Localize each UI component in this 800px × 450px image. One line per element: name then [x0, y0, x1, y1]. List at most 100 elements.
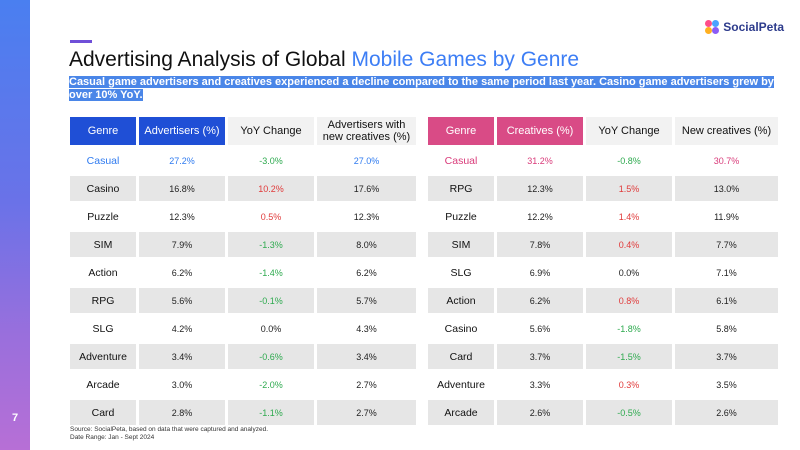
cell-genre: Casual: [70, 148, 136, 173]
cell-new-creatives: 4.3%: [317, 316, 416, 341]
table-header-row: Genre Advertisers (%) YoY Change Adverti…: [70, 117, 416, 145]
cell-share: 6.2%: [139, 260, 225, 285]
cell-yoy-change: -3.0%: [228, 148, 314, 173]
cell-new-creatives: 27.0%: [317, 148, 416, 173]
cell-share: 3.3%: [497, 372, 583, 397]
page-number: 7: [11, 412, 19, 424]
cell-new-creatives: 8.0%: [317, 232, 416, 257]
cell-genre: Arcade: [428, 400, 494, 425]
cell-yoy-change: 0.0%: [586, 260, 672, 285]
column-header-advertisers: Advertisers (%): [139, 117, 225, 145]
cell-share: 7.8%: [497, 232, 583, 257]
column-header-yoy: YoY Change: [228, 117, 314, 145]
cell-share: 16.8%: [139, 176, 225, 201]
cell-new-creatives: 2.7%: [317, 372, 416, 397]
cell-yoy-change: 0.4%: [586, 232, 672, 257]
cell-genre: Casino: [428, 316, 494, 341]
table-row: Arcade 3.0% -2.0% 2.7%: [70, 372, 416, 397]
cell-genre: Action: [428, 288, 494, 313]
cell-genre: SLG: [428, 260, 494, 285]
brand-logo: SocialPeta: [705, 20, 784, 34]
cell-new-creatives: 6.1%: [675, 288, 778, 313]
column-header-new-creatives: New creatives (%): [675, 117, 778, 145]
cell-new-creatives: 3.7%: [675, 344, 778, 369]
table-row: RPG 12.3% 1.5% 13.0%: [428, 176, 778, 201]
cell-share: 6.9%: [497, 260, 583, 285]
cell-yoy-change: -1.3%: [228, 232, 314, 257]
table-row: Action 6.2% 0.8% 6.1%: [428, 288, 778, 313]
cell-share: 2.6%: [497, 400, 583, 425]
cell-new-creatives: 5.8%: [675, 316, 778, 341]
cell-share: 5.6%: [139, 288, 225, 313]
cell-new-creatives: 17.6%: [317, 176, 416, 201]
advertisers-table: Genre Advertisers (%) YoY Change Adverti…: [67, 114, 419, 428]
page-title: Advertising Analysis of Global Mobile Ga…: [69, 48, 579, 72]
cell-yoy-change: 1.4%: [586, 204, 672, 229]
cell-yoy-change: 0.5%: [228, 204, 314, 229]
cell-new-creatives: 13.0%: [675, 176, 778, 201]
cell-genre: SIM: [428, 232, 494, 257]
table-row: Card 3.7% -1.5% 3.7%: [428, 344, 778, 369]
creatives-table: Genre Creatives (%) YoY Change New creat…: [425, 114, 781, 428]
cell-yoy-change: -1.8%: [586, 316, 672, 341]
cell-share: 4.2%: [139, 316, 225, 341]
title-accent: Mobile Games by Genre: [351, 48, 580, 71]
cell-genre: Adventure: [70, 344, 136, 369]
cell-share: 31.2%: [497, 148, 583, 173]
date-range-line: Date Range: Jan - Sept 2024: [70, 434, 155, 441]
cell-yoy-change: -0.6%: [228, 344, 314, 369]
cell-genre: Puzzle: [70, 204, 136, 229]
socialpeta-logo-icon: [705, 20, 720, 34]
logo-text: SocialPeta: [723, 20, 784, 34]
cell-genre: Action: [70, 260, 136, 285]
cell-new-creatives: 3.4%: [317, 344, 416, 369]
cell-genre: Arcade: [70, 372, 136, 397]
cell-new-creatives: 11.9%: [675, 204, 778, 229]
source-line: Source: SocialPeta, based on data that w…: [70, 426, 269, 433]
cell-genre: RPG: [70, 288, 136, 313]
cell-genre: RPG: [428, 176, 494, 201]
column-header-new-creatives: Advertisers with new creatives (%): [317, 117, 416, 145]
cell-share: 3.0%: [139, 372, 225, 397]
cell-new-creatives: 5.7%: [317, 288, 416, 313]
cell-yoy-change: -2.0%: [228, 372, 314, 397]
cell-genre: Casino: [70, 176, 136, 201]
cell-share: 12.2%: [497, 204, 583, 229]
cell-new-creatives: 7.1%: [675, 260, 778, 285]
table-row: Casino 16.8% 10.2% 17.6%: [70, 176, 416, 201]
column-header-yoy: YoY Change: [586, 117, 672, 145]
cell-new-creatives: 7.7%: [675, 232, 778, 257]
cell-genre: SIM: [70, 232, 136, 257]
cell-genre: Card: [70, 400, 136, 425]
table-row: Action 6.2% -1.4% 6.2%: [70, 260, 416, 285]
table-row: Casual 31.2% -0.8% 30.7%: [428, 148, 778, 173]
page-subtitle: Casual game advertisers and creatives ex…: [69, 76, 775, 102]
table-row: SIM 7.9% -1.3% 8.0%: [70, 232, 416, 257]
table-row: SLG 6.9% 0.0% 7.1%: [428, 260, 778, 285]
table-body: Casual 27.2% -3.0% 27.0% Casino 16.8% 10.2% 17.…: [70, 148, 416, 425]
cell-share: 12.3%: [497, 176, 583, 201]
cell-genre: Puzzle: [428, 204, 494, 229]
cell-yoy-change: -0.1%: [228, 288, 314, 313]
cell-share: 3.4%: [139, 344, 225, 369]
cell-yoy-change: 0.0%: [228, 316, 314, 341]
table-row: Casual 27.2% -3.0% 27.0%: [70, 148, 416, 173]
side-accent-bar: [0, 0, 30, 450]
cell-new-creatives: 2.7%: [317, 400, 416, 425]
table-row: Casino 5.6% -1.8% 5.8%: [428, 316, 778, 341]
subtitle-text: Casual game advertisers and creatives ex…: [69, 76, 774, 101]
cell-genre: Card: [428, 344, 494, 369]
table-header-row: Genre Creatives (%) YoY Change New creat…: [428, 117, 778, 145]
table-row: SIM 7.8% 0.4% 7.7%: [428, 232, 778, 257]
table-row: SLG 4.2% 0.0% 4.3%: [70, 316, 416, 341]
cell-share: 6.2%: [497, 288, 583, 313]
column-header-genre: Genre: [70, 117, 136, 145]
cell-new-creatives: 3.5%: [675, 372, 778, 397]
cell-yoy-change: 0.8%: [586, 288, 672, 313]
cell-share: 2.8%: [139, 400, 225, 425]
cell-genre: SLG: [70, 316, 136, 341]
table-row: RPG 5.6% -0.1% 5.7%: [70, 288, 416, 313]
table-row: Arcade 2.6% -0.5% 2.6%: [428, 400, 778, 425]
table-row: Puzzle 12.2% 1.4% 11.9%: [428, 204, 778, 229]
cell-yoy-change: -1.5%: [586, 344, 672, 369]
